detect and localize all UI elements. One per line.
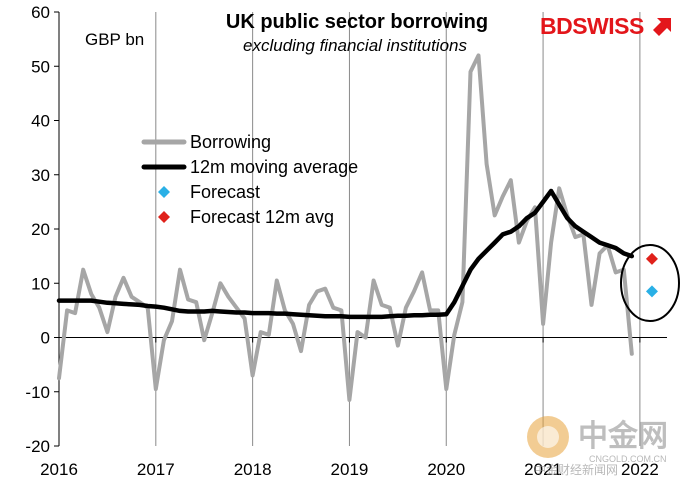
watermark-cn: 中金网 xyxy=(578,419,668,454)
series-line-borrowing xyxy=(57,53,634,402)
x-tick-label: 2019 xyxy=(331,460,369,479)
chart-subtitle: excluding financial institutions xyxy=(243,36,467,55)
y-tick-label: 10 xyxy=(31,274,50,293)
x-tick-label: 2016 xyxy=(40,460,78,479)
y-tick-label: 30 xyxy=(31,166,50,185)
cngold-watermark: 中金网 CNGOLD.COM.CN 中金财经新闻网 xyxy=(527,416,668,477)
logo-arrow-icon xyxy=(653,18,671,36)
watermark-url: CNGOLD.COM.CN xyxy=(589,454,667,464)
legend: Borrowing 12m moving average Forecast Fo… xyxy=(141,132,358,227)
logo-text: BDSWISS xyxy=(540,13,644,39)
year-gridlines xyxy=(155,12,641,446)
x-tick-label: 2021 xyxy=(524,460,562,479)
forecast-highlight-ellipse xyxy=(620,244,680,322)
y-tick-label: 20 xyxy=(31,220,50,239)
y-tick-label: 60 xyxy=(31,3,50,22)
y-tick-label: 50 xyxy=(31,57,50,76)
legend-marker-forecast xyxy=(158,186,170,198)
legend-marker-forecast-avg xyxy=(158,211,170,223)
x-tick-label: 2020 xyxy=(427,460,465,479)
unit-label: GBP bn xyxy=(85,30,144,49)
forecast-avg-point xyxy=(645,252,658,265)
series-line-moving-average xyxy=(56,188,635,320)
y-tick-label: 40 xyxy=(31,112,50,131)
x-tick-label: 2018 xyxy=(234,460,272,479)
legend-label-borrowing: Borrowing xyxy=(190,132,271,152)
y-tick-label: -20 xyxy=(25,437,50,456)
legend-label-forecast-avg: Forecast 12m avg xyxy=(190,207,334,227)
x-tick-label: 2022 xyxy=(621,460,659,479)
y-axis: 60 50 40 30 20 10 0 -10 -20 xyxy=(25,3,60,456)
chart-title: UK public sector borrowing xyxy=(226,11,488,33)
legend-label-moving-average: 12m moving average xyxy=(190,157,358,177)
watermark-tagline: 中金财经新闻网 xyxy=(534,462,618,477)
forecast-point xyxy=(645,285,658,298)
x-tick-label: 2017 xyxy=(137,460,175,479)
y-tick-label: -10 xyxy=(25,383,50,402)
series-layer xyxy=(56,53,658,402)
y-tick-label: 0 xyxy=(41,329,50,348)
bdswiss-logo: BDSWISS xyxy=(540,13,671,39)
legend-label-forecast: Forecast xyxy=(190,182,260,202)
